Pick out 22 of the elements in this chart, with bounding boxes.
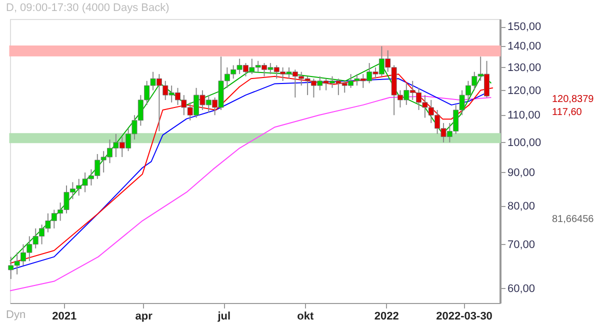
y-tick-label: 100,00 — [508, 136, 542, 149]
y-tick-label: 60,00 — [508, 282, 536, 295]
text: 117,60 — [552, 107, 582, 118]
x-tick-label: apr — [135, 310, 154, 322]
y-tick-label: 70,00 — [508, 238, 536, 251]
text: Dyn — [6, 309, 26, 321]
x-tick-label: 2022-03-30 — [436, 310, 492, 322]
line-series — [10, 96, 492, 292]
text: 120,8379 — [552, 94, 594, 105]
y-tick-label: 120,00 — [508, 84, 542, 97]
x-tick-label: okt — [297, 310, 314, 322]
chart-title: D, 09:00-17:30 (4000 Days Back) — [6, 2, 170, 14]
x-tick-label: 2021 — [52, 310, 77, 322]
y-tick-label: 90,00 — [508, 166, 536, 179]
y-tick-label: 140,00 — [508, 40, 542, 53]
x-tick-label: jul — [216, 310, 231, 322]
text: 81,66456 — [552, 214, 594, 225]
y-tick-label: 130,00 — [508, 62, 542, 74]
y-tick-label: 110,00 — [508, 110, 540, 122]
x-tick-label: 2022 — [374, 310, 399, 322]
y-tick-label: 80,00 — [508, 200, 536, 213]
y-tick-label: 150,00 — [508, 21, 542, 34]
